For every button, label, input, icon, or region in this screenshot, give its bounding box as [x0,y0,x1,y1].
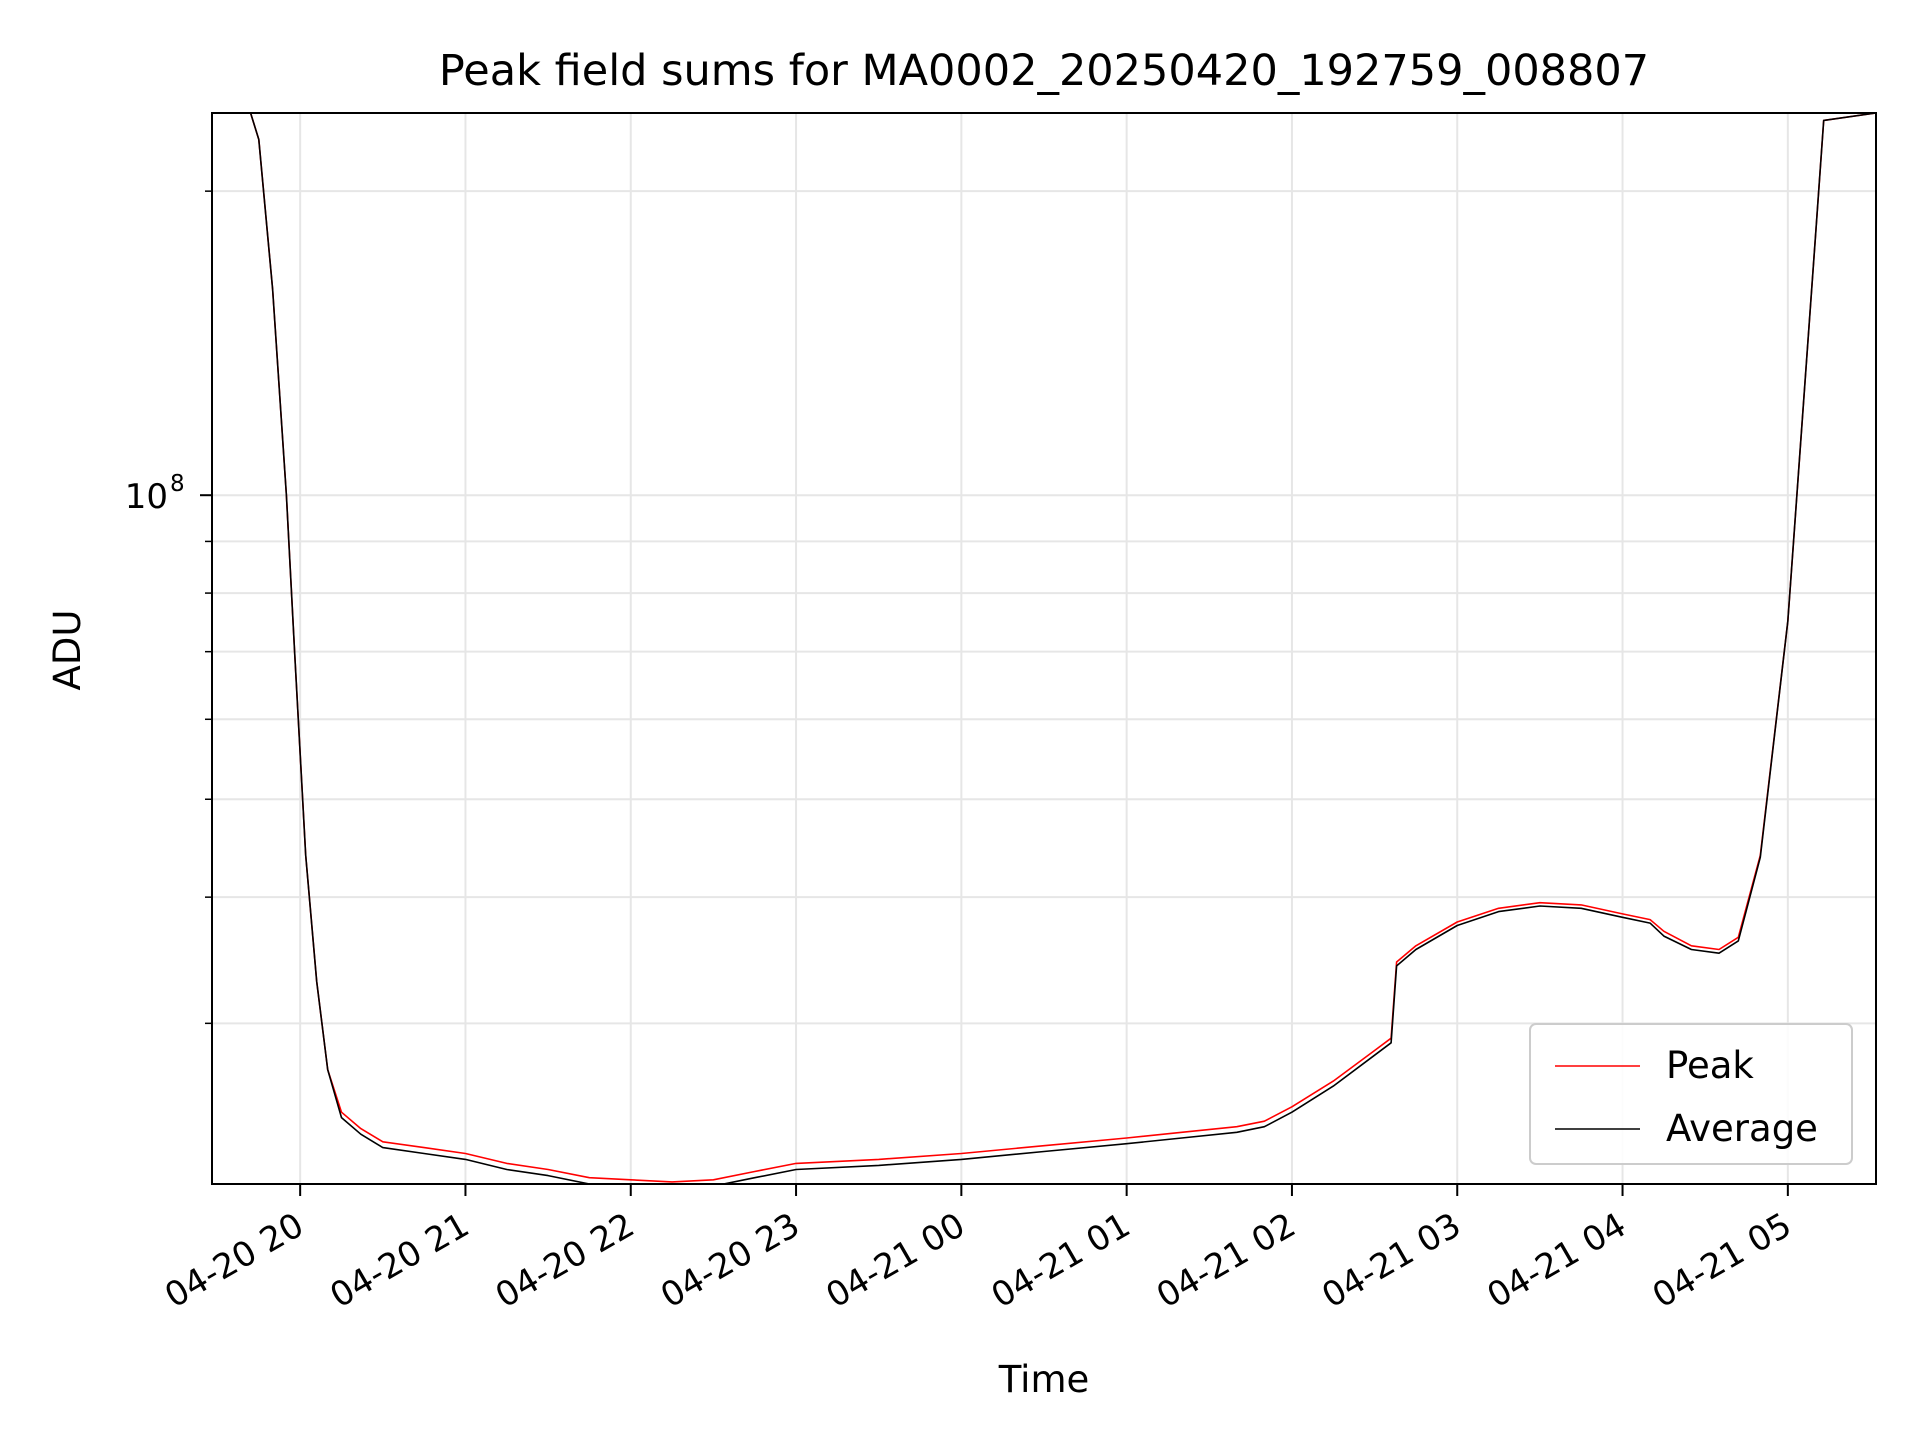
plot-frame [211,112,1877,1185]
legend-label: Peak [1666,1044,1754,1087]
chart-title: Peak field sums for MA0002_20250420_1927… [439,46,1649,96]
series-line-peak [249,113,1876,1183]
series-layer [249,113,1876,1184]
y-tick-label: 10 [125,477,168,517]
series-line-average [249,113,1876,1184]
y-axis-label: ADU [46,610,89,691]
legend: Peak Average [1529,1023,1853,1165]
y-tick-label-exponent: 8 [170,471,185,497]
legend-label: Average [1666,1107,1818,1150]
y-axis: 10 8 [125,190,212,1025]
x-axis-label: Time [998,1358,1090,1401]
